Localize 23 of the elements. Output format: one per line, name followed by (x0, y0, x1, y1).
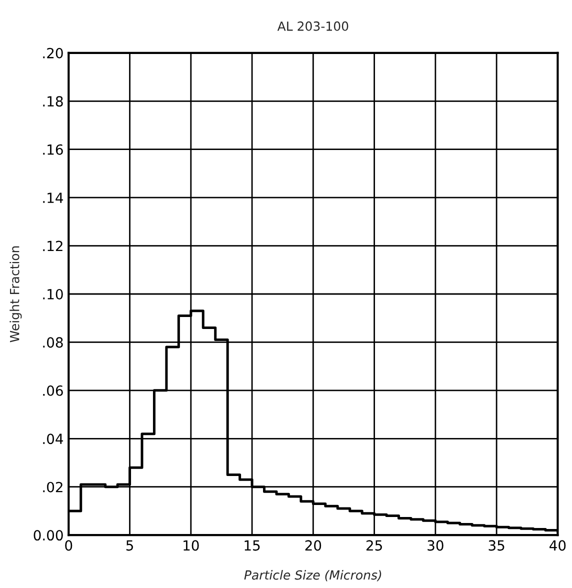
chart-title: AL 203-100 (277, 21, 348, 31)
y-tick-label: .10 (43, 288, 63, 300)
x-tick-label: 20 (305, 540, 322, 551)
y-tick-label: .08 (43, 337, 63, 348)
x-tick-label: 25 (366, 540, 382, 551)
y-tick-label: 0.00 (34, 530, 63, 541)
x-tick-label: 15 (244, 540, 260, 551)
y-tick-label: .06 (43, 385, 63, 396)
x-tick-label: 30 (428, 540, 444, 551)
x-tick-label: 40 (550, 540, 566, 551)
x-tick-label: 35 (488, 540, 504, 551)
x-axis-title: Particle Size (Microns) (244, 570, 382, 582)
y-tick-label: .20 (43, 48, 63, 58)
y-tick-label: .14 (43, 192, 63, 203)
x-tick-label: 5 (126, 540, 133, 551)
y-axis-title: Weight Fraction (10, 246, 22, 342)
x-tick-label: 0 (65, 540, 72, 551)
y-tick-label: .18 (43, 96, 63, 107)
x-tick-label: 10 (184, 540, 199, 551)
y-tick-label: .16 (43, 144, 63, 155)
y-tick-label: .02 (43, 482, 62, 492)
y-tick-label: .04 (43, 434, 63, 444)
y-tick-label: .12 (43, 240, 62, 252)
